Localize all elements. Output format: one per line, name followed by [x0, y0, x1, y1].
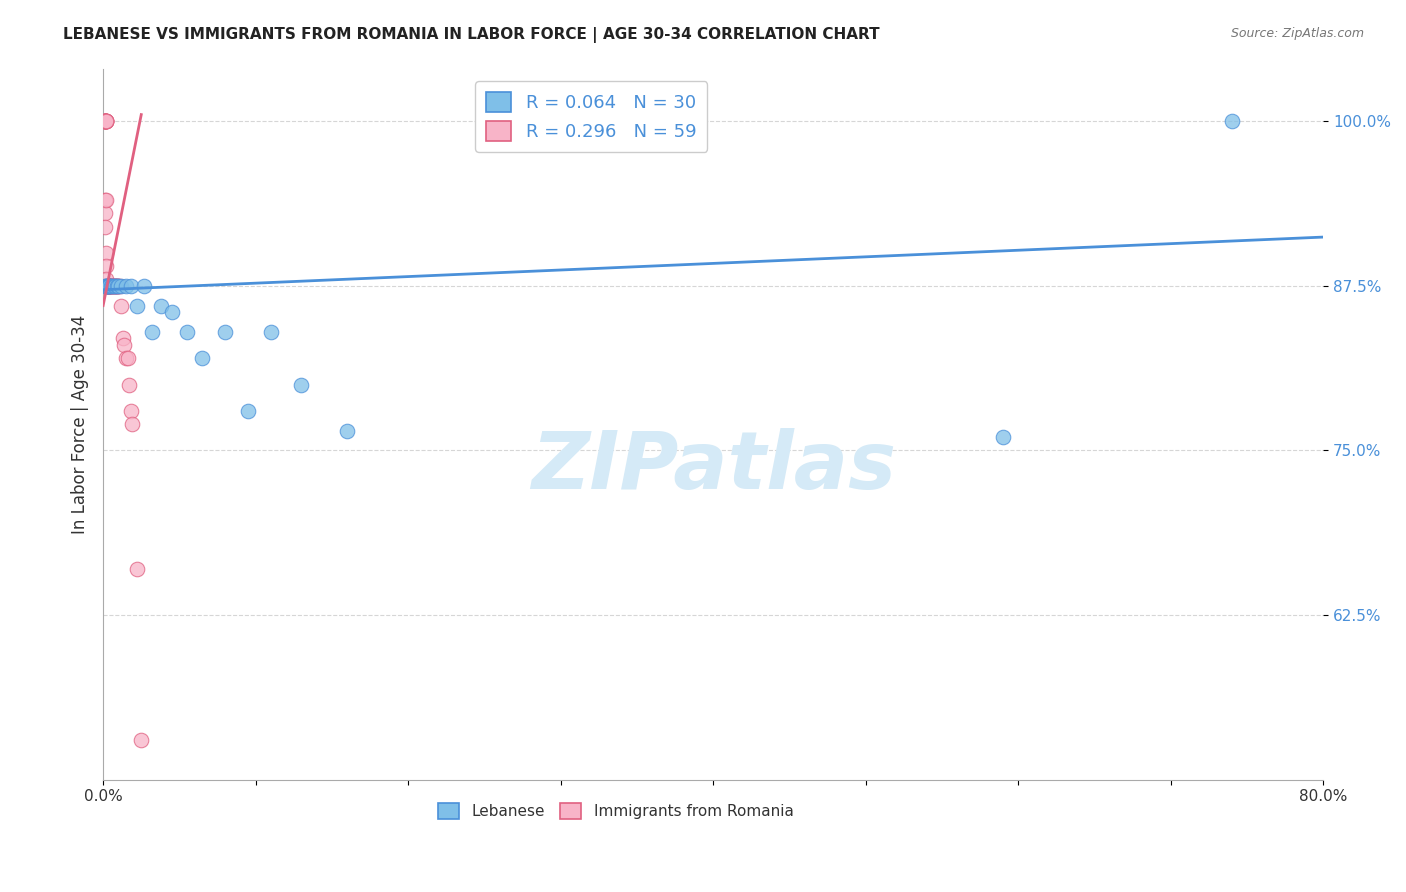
Point [336, 424, 359, 438]
Point [100, 278, 122, 293]
Legend: Lebanese, Immigrants from Romania: Lebanese, Immigrants from Romania [432, 797, 800, 825]
Point [97, 278, 120, 293]
Point [214, 325, 236, 339]
Point [100, 278, 122, 293]
Point [96, 114, 118, 128]
Point [93, 114, 115, 128]
Point [103, 278, 125, 293]
Point [96, 272, 118, 286]
Point [98, 278, 121, 293]
Point [93, 206, 115, 220]
Point [97, 278, 120, 293]
Point [107, 278, 129, 293]
Point [100, 278, 122, 293]
Point [96, 278, 118, 293]
Point [96, 114, 118, 128]
Point [96, 278, 118, 293]
Point [93, 114, 115, 128]
Point [97, 278, 120, 293]
Point [93, 114, 115, 128]
Point [114, 338, 136, 352]
Point [118, 377, 141, 392]
Point [1220, 114, 1243, 128]
Point [103, 278, 125, 293]
Point [101, 278, 124, 293]
Point [98, 278, 121, 293]
Point [98, 278, 121, 293]
Point [96, 193, 118, 207]
Point [97, 278, 120, 293]
Point [93, 114, 115, 128]
Point [105, 278, 128, 293]
Point [96, 114, 118, 128]
Point [117, 351, 139, 366]
Point [96, 245, 118, 260]
Point [93, 114, 115, 128]
Point [160, 305, 183, 319]
Point [134, 278, 156, 293]
Point [93, 278, 115, 293]
Point [991, 430, 1014, 444]
Point [107, 278, 129, 293]
Point [110, 299, 132, 313]
Point [176, 325, 198, 339]
Point [125, 299, 148, 313]
Point [104, 278, 127, 293]
Point [98, 278, 121, 293]
Point [120, 404, 142, 418]
Point [105, 278, 128, 293]
Point [96, 114, 118, 128]
Point [108, 278, 131, 293]
Point [129, 733, 152, 747]
Point [260, 325, 283, 339]
Point [290, 377, 312, 392]
Point [98, 278, 121, 293]
Point [104, 278, 127, 293]
Point [125, 562, 148, 576]
Point [97, 278, 120, 293]
Point [191, 351, 214, 366]
Point [110, 278, 132, 293]
Point [96, 114, 118, 128]
Point [236, 404, 259, 418]
Point [98, 278, 121, 293]
Point [101, 278, 124, 293]
Point [96, 278, 118, 293]
Y-axis label: In Labor Force | Age 30-34: In Labor Force | Age 30-34 [72, 315, 89, 533]
Point [98, 278, 121, 293]
Point [103, 278, 125, 293]
Text: LEBANESE VS IMMIGRANTS FROM ROMANIA IN LABOR FORCE | AGE 30-34 CORRELATION CHART: LEBANESE VS IMMIGRANTS FROM ROMANIA IN L… [63, 27, 880, 43]
Point [96, 259, 118, 273]
Point [96, 114, 118, 128]
Text: ZIPatlas: ZIPatlas [530, 428, 896, 506]
Point [120, 278, 142, 293]
Point [150, 299, 173, 313]
Point [141, 325, 163, 339]
Point [98, 278, 121, 293]
Point [93, 114, 115, 128]
Point [101, 278, 124, 293]
Point [98, 278, 121, 293]
Point [104, 278, 127, 293]
Point [105, 278, 128, 293]
Point [115, 278, 138, 293]
Point [97, 278, 120, 293]
Point [93, 193, 115, 207]
Point [100, 278, 122, 293]
Point [93, 114, 115, 128]
Point [104, 278, 127, 293]
Point [107, 278, 129, 293]
Point [97, 278, 120, 293]
Point [115, 351, 138, 366]
Point [93, 219, 115, 234]
Point [121, 417, 143, 431]
Point [100, 278, 122, 293]
Point [111, 331, 134, 345]
Text: Source: ZipAtlas.com: Source: ZipAtlas.com [1230, 27, 1364, 40]
